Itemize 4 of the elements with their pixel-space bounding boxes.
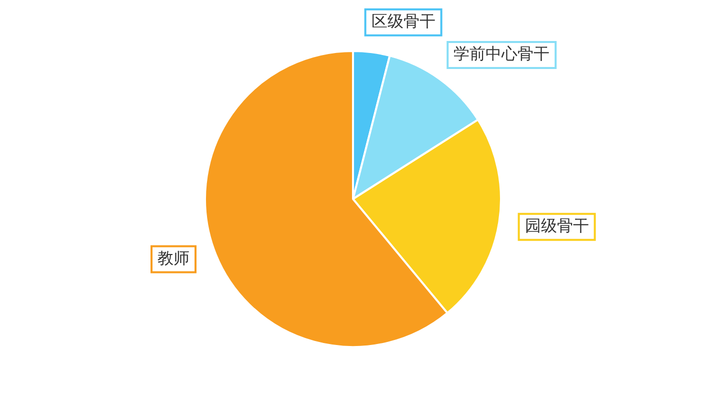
slice-label: 区级骨干 (371, 12, 436, 31)
slice-label: 学前中心骨干 (454, 44, 550, 64)
slice-label: 教师 (158, 248, 190, 268)
slice-label: 园级骨干 (524, 216, 589, 235)
